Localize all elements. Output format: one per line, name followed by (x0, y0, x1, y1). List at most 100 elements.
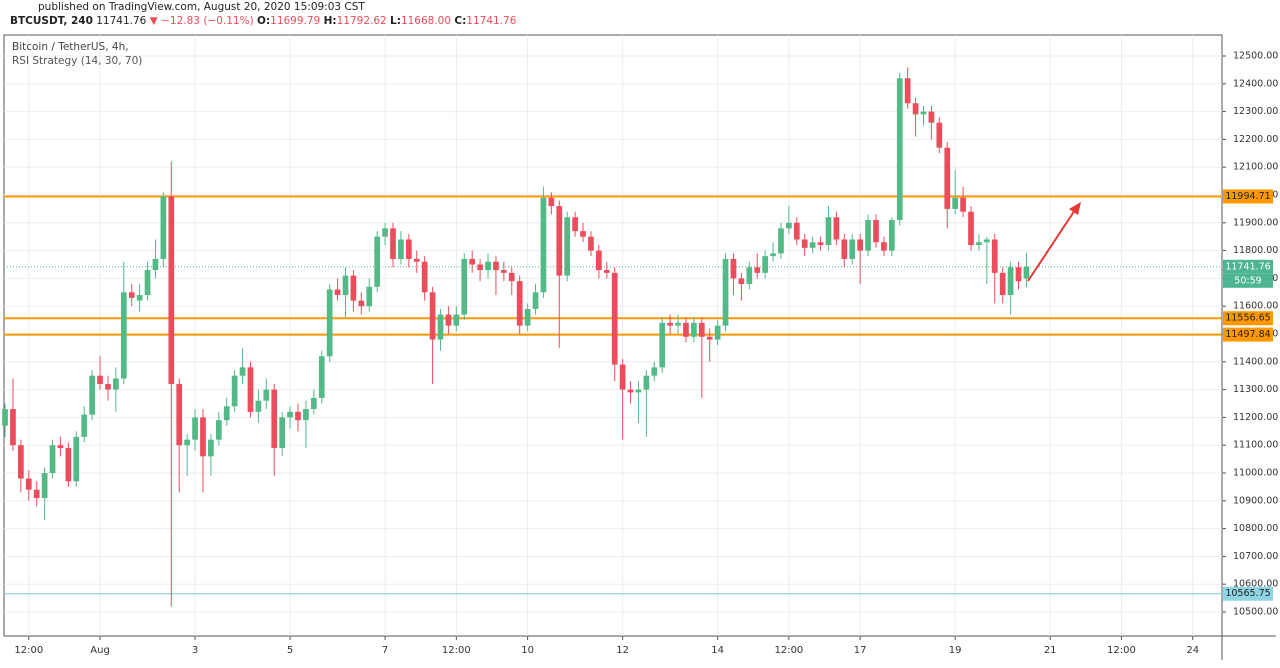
y-tick-label: 11100.00 (1233, 440, 1278, 451)
candle-body (516, 281, 523, 326)
y-tick-label: 12200.00 (1233, 134, 1278, 145)
y-tick-label: 11200.00 (1233, 412, 1278, 423)
candle-body (453, 314, 460, 326)
price-tag-label: 10565.75 (1225, 588, 1270, 599)
candle-body (57, 445, 64, 448)
high: 11792.62 (336, 15, 387, 27)
candle-body (120, 292, 127, 379)
candle-body (675, 322, 681, 326)
candle-body (936, 122, 943, 148)
candle-body (556, 206, 563, 276)
y-tick-label: 10900.00 (1233, 495, 1278, 506)
y-tick-label: 12100.00 (1233, 162, 1278, 173)
change: −12.83 (−0.11%) (161, 15, 254, 27)
candle-body (888, 220, 895, 251)
candle-body (18, 445, 24, 479)
candle-body (176, 384, 183, 446)
candle-body (65, 447, 72, 482)
candle-body (128, 292, 135, 298)
price-tag-label: 11497.84 (1225, 329, 1270, 340)
candle-body (611, 272, 618, 365)
candle-body (976, 242, 982, 246)
candle-body (999, 272, 1006, 296)
candle-body (786, 222, 792, 229)
candle-body (461, 258, 468, 315)
candle-body (983, 239, 990, 243)
candle-body (627, 389, 634, 393)
open: 11699.79 (270, 15, 321, 27)
candle-body (73, 436, 80, 482)
o-label: O: (257, 15, 271, 27)
candle-body (580, 231, 586, 237)
candle-body (809, 242, 816, 248)
candle-body (762, 256, 768, 273)
candle-body (263, 389, 270, 401)
candle-body (113, 378, 119, 390)
candle-body (255, 400, 262, 412)
x-tick-label: 21 (1044, 645, 1057, 656)
candle-body (667, 322, 673, 326)
y-tick-label: 11900.00 (1233, 217, 1278, 228)
candle-body (49, 445, 56, 474)
axes: 10500.00 10600.00 10700.00 10800.00 10900.00… (14, 50, 1278, 656)
candles (2, 67, 1030, 607)
candle-body (857, 239, 864, 251)
candle-body (683, 322, 689, 337)
low: 11668.00 (400, 15, 452, 27)
candle-body (928, 111, 935, 123)
candle-body (564, 217, 571, 276)
candle-body (698, 322, 705, 337)
candle-body (208, 439, 214, 457)
candle-body (152, 258, 159, 271)
candle-body (81, 414, 88, 437)
x-tick-label: 14 (711, 645, 724, 656)
candle-body (421, 261, 428, 293)
candle-body (398, 239, 404, 259)
y-tick-label: 12400.00 (1233, 78, 1278, 89)
candle-body (413, 258, 420, 262)
candle-body (445, 314, 452, 326)
y-tick-label: 11300.00 (1233, 384, 1278, 395)
candle-body (200, 417, 206, 457)
candle-body (912, 103, 919, 115)
candle-body (223, 406, 230, 421)
published: published on TradingView.com, August 20,… (38, 1, 365, 13)
candle-body (350, 275, 357, 301)
candle-body (271, 389, 278, 448)
candle-body (477, 264, 483, 271)
candle-body (2, 409, 8, 426)
candle-body (1015, 267, 1022, 282)
x-tick-label: 19 (949, 645, 962, 656)
price-tag (1223, 189, 1273, 204)
candle-body (920, 111, 927, 115)
candle-body (778, 228, 784, 254)
chart-subtitle: RSI Strategy (14, 30, 70) (12, 55, 142, 67)
close: 11741.76 (466, 15, 517, 27)
candle-body (318, 356, 325, 398)
x-tick-label: 12:00 (442, 645, 471, 656)
candle-body (303, 409, 309, 421)
candle-body (192, 417, 198, 440)
candle-body (651, 367, 658, 376)
candle-body (960, 197, 966, 212)
candle-body (160, 196, 167, 259)
candle-body (342, 275, 349, 296)
candle-body (619, 364, 626, 390)
candle-body (904, 78, 911, 104)
x-tick-label: 12:00 (774, 645, 803, 656)
h-label: H: (323, 15, 337, 27)
candle-body (746, 267, 753, 284)
candle-body (635, 389, 642, 393)
candle-body (168, 196, 175, 385)
quote-line: BTCUSDT, 240 11741.76 ▼ −12.83 (−0.11%) … (10, 14, 516, 28)
candle-body (865, 220, 871, 251)
candle-body (310, 397, 317, 410)
candle-body (374, 236, 381, 287)
y-tick-label: 10700.00 (1233, 551, 1278, 562)
y-tick-label: 11800.00 (1233, 245, 1278, 256)
candle-body (944, 147, 951, 209)
candle-body (97, 375, 103, 385)
candle-body (722, 258, 729, 326)
candle-body (184, 439, 190, 446)
